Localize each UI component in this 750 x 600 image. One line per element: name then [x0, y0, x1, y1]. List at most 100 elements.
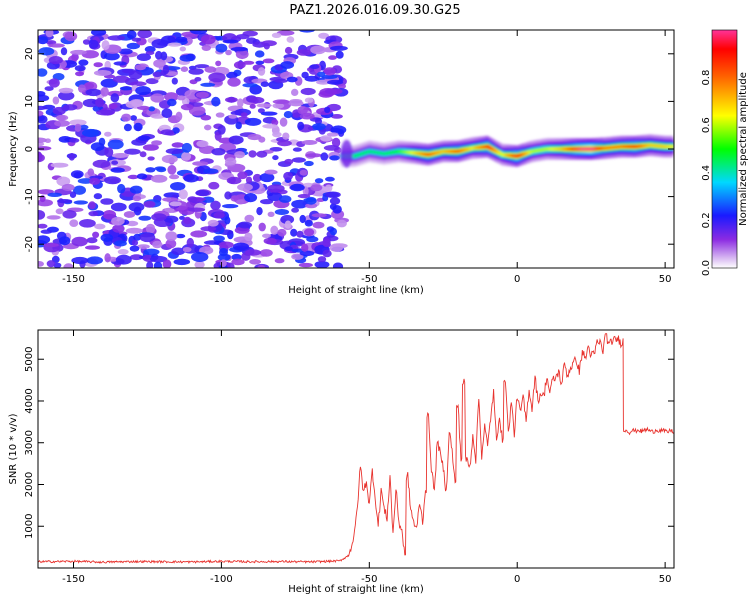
noise-blob — [169, 201, 182, 207]
snr-ylabel: SNR (10 * v/v) — [8, 413, 19, 484]
noise-blob — [224, 191, 232, 200]
noise-blob — [195, 91, 209, 99]
noise-blob — [309, 64, 320, 70]
noise-blob — [161, 108, 173, 119]
snr-xtick-label: -50 — [361, 574, 377, 585]
noise-blob — [301, 140, 318, 145]
noise-blob — [301, 71, 309, 79]
spectrogram-image — [38, 30, 674, 268]
colorbar-ticks: 0.0 0.2 0.4 0.6 0.8 — [701, 70, 712, 276]
noise-blob — [91, 30, 107, 37]
noise-blob — [203, 168, 219, 174]
colorbar-tick-label: 0.8 — [701, 70, 712, 86]
noise-blob — [101, 40, 110, 51]
noise-blob — [147, 156, 155, 161]
noise-blob — [310, 184, 323, 192]
noise-blob — [244, 193, 258, 203]
noise-blob — [95, 97, 105, 108]
noise-blob — [208, 181, 220, 190]
noise-blob — [126, 42, 140, 50]
spectrogram-ytick-label: -10 — [24, 188, 35, 204]
colorbar-tick-label: 0.6 — [701, 117, 712, 133]
noise-blob — [169, 174, 180, 180]
noise-blob — [284, 220, 292, 229]
noise-blob — [187, 207, 206, 212]
colorbar-label: Normalized spectral amplitude — [738, 72, 749, 226]
noise-blob — [112, 75, 130, 83]
noise-blob — [64, 31, 78, 42]
noise-blob — [111, 160, 119, 165]
noise-blob — [201, 196, 215, 203]
noise-blob — [75, 71, 84, 77]
spectrogram-xtick-label: -50 — [361, 274, 377, 285]
noise-blob — [145, 51, 155, 55]
noise-blob — [291, 253, 304, 260]
noise-blob — [152, 240, 163, 249]
spectrogram-xtick-label: 0 — [514, 274, 520, 285]
noise-blob — [320, 135, 332, 142]
noise-blob — [182, 247, 192, 253]
noise-blob — [288, 100, 304, 107]
noise-blob — [165, 71, 178, 76]
noise-blob — [315, 117, 322, 125]
noise-blob — [104, 147, 114, 158]
noise-blob — [304, 97, 314, 103]
noise-blob — [69, 191, 77, 198]
noise-blob — [299, 30, 315, 33]
noise-blob — [71, 236, 88, 247]
noise-blob — [130, 115, 138, 121]
noise-blob — [131, 239, 139, 246]
noise-blob — [245, 249, 262, 256]
noise-blob — [139, 151, 147, 158]
noise-blob — [85, 88, 102, 97]
noise-blob — [235, 34, 250, 40]
noise-blob — [310, 45, 326, 55]
noise-blob — [136, 53, 151, 61]
noise-blob — [186, 237, 194, 248]
snr-series-line — [38, 332, 674, 564]
noise-blob — [167, 98, 177, 107]
noise-blob — [175, 36, 188, 43]
snr-xtick-label: -150 — [62, 574, 85, 585]
noise-blob — [38, 261, 44, 267]
noise-blob — [151, 140, 163, 146]
noise-blob — [215, 43, 228, 53]
noise-blob — [272, 131, 282, 138]
noise-blob — [190, 230, 208, 238]
noise-blob — [107, 139, 124, 150]
snr-axes: -150 -100 -50 0 50 1000 2000 3000 4000 5000 — [24, 330, 674, 585]
noise-blobs — [38, 30, 349, 268]
noise-blob — [329, 203, 337, 210]
noise-blob — [129, 81, 147, 87]
noise-blob — [137, 135, 151, 141]
noise-blob — [132, 195, 142, 202]
noise-blob — [188, 68, 204, 75]
noise-blob — [244, 232, 253, 242]
noise-blob — [45, 30, 54, 38]
noise-blob — [260, 81, 269, 87]
noise-blob — [262, 58, 275, 64]
noise-blob — [286, 76, 298, 83]
noise-blob — [326, 226, 335, 232]
noise-blob — [78, 59, 89, 66]
noise-blob — [68, 153, 76, 161]
noise-blob — [291, 199, 309, 209]
noise-blob — [210, 200, 221, 210]
noise-blob — [62, 210, 77, 219]
noise-blob — [136, 105, 150, 110]
ridge-band — [339, 134, 674, 168]
noise-blob — [201, 44, 211, 52]
noise-blob — [271, 119, 279, 126]
noise-blob — [170, 182, 186, 191]
noise-blob — [171, 142, 184, 148]
noise-blob — [38, 146, 52, 151]
noise-blob — [46, 260, 56, 268]
colorbar-tick-label: 0.0 — [701, 260, 712, 276]
noise-blob — [121, 113, 132, 122]
noise-blob — [183, 174, 199, 183]
noise-blob — [304, 228, 315, 237]
noise-blob — [123, 211, 136, 218]
noise-blob — [82, 39, 91, 45]
noise-blob — [162, 259, 172, 268]
noise-blob — [88, 39, 99, 49]
